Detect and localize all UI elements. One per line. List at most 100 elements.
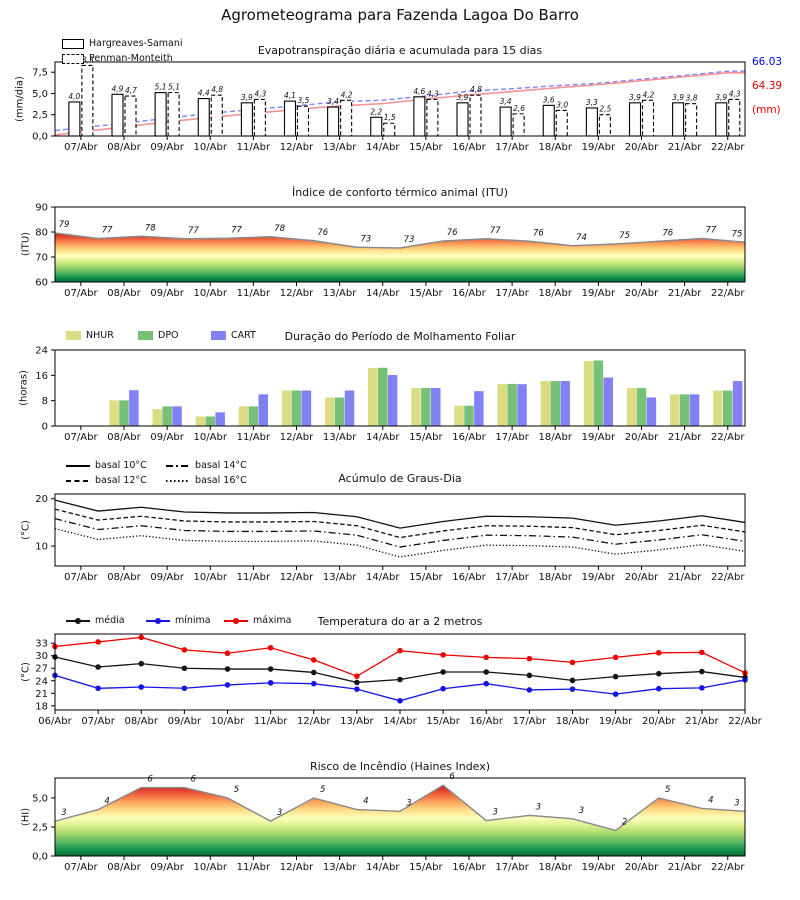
svg-text:5: 5 (234, 785, 239, 795)
svg-text:78: 78 (274, 224, 285, 234)
svg-text:13/Abr: 13/Abr (323, 432, 357, 443)
y-axis-label-leaf-wetness: (horas) (18, 370, 30, 406)
svg-text:13/Abr: 13/Abr (323, 288, 357, 299)
svg-text:18/Abr: 18/Abr (539, 288, 573, 299)
svg-text:5: 5 (665, 785, 670, 795)
svg-text:76: 76 (447, 228, 458, 238)
svg-text:21/Abr: 21/Abr (668, 572, 702, 583)
accumulated-hargreaves-total: 64.39 (752, 80, 783, 92)
svg-text:5,1: 5,1 (168, 83, 180, 92)
svg-text:3: 3 (61, 808, 66, 818)
svg-text:70: 70 (35, 253, 48, 264)
svg-text:14/Abr: 14/Abr (366, 288, 400, 299)
svg-text:20/Abr: 20/Abr (625, 862, 659, 873)
svg-text:08/Abr: 08/Abr (107, 862, 141, 873)
svg-text:16/Abr: 16/Abr (452, 288, 486, 299)
svg-text:19/Abr: 19/Abr (582, 862, 616, 873)
svg-text:07/Abr: 07/Abr (64, 288, 98, 299)
svg-text:3,4: 3,4 (327, 97, 339, 106)
y-axis-label-evapotranspiration: (mm/dia) (14, 76, 26, 122)
svg-text:08/Abr: 08/Abr (107, 142, 141, 153)
svg-text:08/Abr: 08/Abr (125, 716, 159, 727)
svg-text:11/Abr: 11/Abr (237, 142, 271, 153)
svg-text:3,6: 3,6 (543, 95, 555, 104)
svg-text:10/Abr: 10/Abr (194, 142, 228, 153)
chart-title-fire-risk: Risco de Incêndio (Haines Index) (309, 760, 491, 773)
svg-text:77: 77 (490, 226, 501, 236)
svg-text:11/Abr: 11/Abr (254, 716, 288, 727)
legend-item-media: média (66, 615, 125, 626)
svg-text:33: 33 (35, 639, 48, 650)
svg-text:73: 73 (360, 234, 371, 244)
svg-text:14/Abr: 14/Abr (366, 142, 400, 153)
svg-text:13/Abr: 13/Abr (323, 142, 357, 153)
svg-text:16/Abr: 16/Abr (470, 716, 504, 727)
legend-label: DPO (158, 330, 179, 341)
svg-text:4,0: 4,0 (68, 92, 80, 101)
svg-text:24: 24 (35, 346, 48, 357)
svg-text:1,5: 1,5 (384, 113, 396, 122)
svg-text:16/Abr: 16/Abr (452, 862, 486, 873)
legend-item-dpo: DPO (138, 330, 179, 341)
svg-text:20/Abr: 20/Abr (625, 572, 659, 583)
legend-label: máxima (253, 615, 292, 626)
svg-text:20/Abr: 20/Abr (625, 288, 659, 299)
svg-text:14/Abr: 14/Abr (366, 862, 400, 873)
svg-text:15/Abr: 15/Abr (409, 142, 443, 153)
svg-text:5,0: 5,0 (32, 793, 48, 804)
svg-text:7,5: 7,5 (32, 68, 48, 79)
svg-text:12/Abr: 12/Abr (280, 288, 314, 299)
svg-text:08/Abr: 08/Abr (107, 288, 141, 299)
svg-text:15/Abr: 15/Abr (426, 716, 460, 727)
svg-text:4,2: 4,2 (643, 90, 655, 99)
svg-text:15/Abr: 15/Abr (409, 288, 443, 299)
svg-text:3,3: 3,3 (586, 98, 598, 107)
legend-label: basal 12°C (95, 475, 147, 486)
svg-text:4,3: 4,3 (427, 89, 439, 98)
svg-text:16/Abr: 16/Abr (452, 572, 486, 583)
svg-text:77: 77 (705, 226, 716, 236)
svg-text:2,6: 2,6 (513, 104, 525, 113)
svg-text:0,0: 0,0 (32, 132, 48, 143)
svg-text:17/Abr: 17/Abr (513, 716, 547, 727)
svg-text:16: 16 (35, 371, 48, 382)
svg-text:3,9: 3,9 (672, 93, 684, 102)
legend-label: basal 10°C (95, 460, 147, 471)
svg-text:4,8: 4,8 (470, 85, 482, 94)
chart-title-evapotranspiration: Evapotranspiração diária e acumulada par… (257, 44, 543, 57)
page-title: Agrometeograma para Fazenda Lagoa Do Bar… (221, 6, 579, 24)
svg-text:3: 3 (536, 802, 541, 812)
svg-text:08/Abr: 08/Abr (107, 432, 141, 443)
svg-text:27: 27 (35, 664, 48, 675)
legend-label: Hargreaves-Samani (89, 38, 183, 49)
svg-text:10/Abr: 10/Abr (194, 432, 228, 443)
maxima-marker-icon (224, 617, 248, 624)
svg-text:21/Abr: 21/Abr (668, 142, 702, 153)
svg-text:15/Abr: 15/Abr (409, 862, 443, 873)
svg-text:3,4: 3,4 (500, 97, 512, 106)
svg-text:11/Abr: 11/Abr (237, 862, 271, 873)
svg-text:3: 3 (277, 808, 282, 818)
svg-text:20/Abr: 20/Abr (625, 432, 659, 443)
chart-title-leaf-wetness: Duração do Período de Molhamento Foliar (284, 330, 516, 343)
svg-text:07/Abr: 07/Abr (64, 862, 98, 873)
legend-item-minima: mínima (146, 615, 211, 626)
legend-item-basal14: basal 14°C (166, 460, 247, 471)
svg-text:73: 73 (404, 235, 415, 245)
svg-text:10: 10 (35, 542, 48, 553)
svg-text:0,0: 0,0 (32, 852, 48, 863)
svg-text:60: 60 (35, 278, 48, 289)
svg-text:2: 2 (622, 817, 627, 827)
chart-title-air-temperature: Temperatura do ar a 2 metros (317, 615, 483, 628)
svg-text:15/Abr: 15/Abr (409, 572, 443, 583)
evapotranspiration-chart: 4,08,34,9 4,7 5,1 5,14,4 4,83,9 4,3 4,13,5 3,44… (32, 55, 746, 153)
svg-text:75: 75 (619, 231, 630, 241)
svg-text:3,8: 3,8 (686, 94, 698, 103)
svg-text:8,3: 8,3 (82, 55, 94, 64)
svg-text:22/Abr: 22/Abr (728, 716, 762, 727)
svg-text:06/Abr: 06/Abr (38, 716, 72, 727)
svg-text:6: 6 (449, 772, 455, 782)
dpo-swatch-icon (138, 331, 153, 340)
svg-text:6: 6 (191, 775, 197, 785)
